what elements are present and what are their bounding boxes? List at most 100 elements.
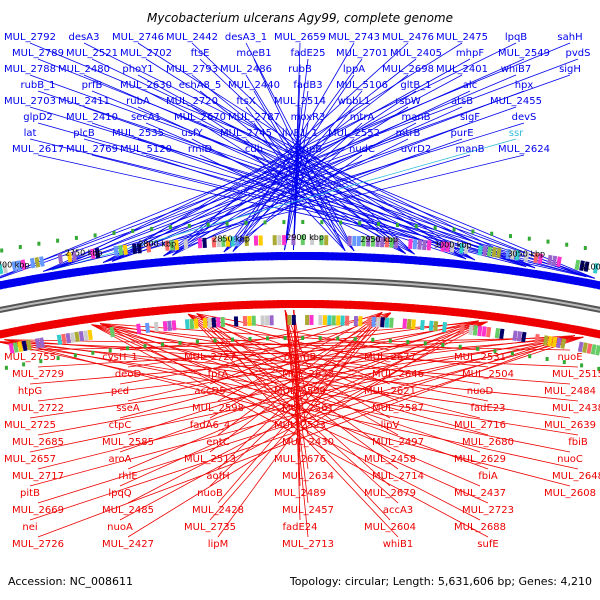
accession-text: Accession: NC_008611 — [8, 575, 133, 588]
bottom-gene-label: fbiB — [568, 437, 588, 448]
bottom-gene-label: MUL_2713 — [282, 539, 334, 550]
cog-block-reverse — [21, 340, 28, 352]
top-guide-line — [91, 58, 527, 267]
top-gene-label: MUL_2745 — [220, 128, 272, 139]
cog-block-reverse — [202, 317, 208, 329]
cog-block-reverse — [375, 317, 381, 328]
top-gene-label: atsB — [451, 96, 473, 107]
bottom-gene-label: htpG — [18, 386, 42, 397]
bottom-gene-label: nuoB — [197, 488, 223, 499]
bottom-gene-label: MUL_2680 — [462, 437, 514, 448]
marker-dot-outer — [358, 221, 362, 226]
top-gene-label: MUL_2789 — [12, 48, 64, 59]
bottom-guide-line — [196, 313, 391, 351]
cog-block-forward — [514, 249, 521, 261]
cog-block-forward — [174, 239, 179, 251]
top-gene-label: desA3_1 — [225, 32, 267, 43]
cog-block-reverse — [411, 319, 416, 330]
marker-dot-outer — [74, 235, 78, 240]
marker-dot-outer — [187, 223, 191, 228]
cog-block-reverse — [26, 339, 32, 351]
marker-dot-inner — [143, 344, 147, 349]
bottom-gene-label: MUL_2437 — [454, 488, 506, 499]
bottom-gene-label: accD5 — [194, 386, 225, 397]
top-guide-line — [29, 74, 595, 279]
bottom-guide-line — [37, 335, 575, 538]
feature-tracks — [0, 220, 600, 371]
marker-dot-outer — [377, 222, 380, 226]
tick-label: 2850 kbp — [212, 235, 250, 244]
cog-block-forward — [132, 243, 138, 254]
bottom-guide-line — [37, 335, 575, 368]
top-gene-label: MUL_2792 — [4, 32, 56, 43]
top-guide-line — [245, 138, 355, 252]
cog-block-forward — [282, 235, 287, 246]
bottom-gene-label: deoD — [115, 369, 142, 380]
top-gene-label: smpB — [294, 144, 322, 155]
kbp-ticks: 3100 kbp 3050 kbp 3000 kbp 2950 kbp 2900 kbp… — [0, 233, 600, 271]
bottom-gene-label: pmmB — [284, 352, 317, 363]
marker-dot-inner — [22, 362, 26, 367]
cog-block-reverse — [384, 317, 390, 328]
bottom-gene-label: cysH_1 — [102, 352, 138, 363]
cog-block-forward — [440, 241, 446, 252]
cog-block-reverse — [371, 316, 376, 327]
cog-block-reverse — [327, 315, 332, 326]
cog-block-forward — [20, 259, 27, 270]
top-guide-line — [43, 154, 525, 272]
cog-block-forward — [66, 251, 73, 263]
cog-block-forward — [459, 243, 465, 254]
top-gene-label: lppA — [343, 64, 365, 75]
cog-block-reverse — [305, 314, 310, 326]
top-gene-label: MUL_2659 — [274, 32, 326, 43]
marker-dot-outer — [282, 220, 286, 225]
bottom-gene-label: nuoE — [557, 352, 582, 363]
cog-block-reverse — [344, 315, 350, 326]
marker-dot-inner — [353, 337, 357, 341]
top-gene-label: MUL_2698 — [382, 64, 434, 75]
cog-block-forward — [90, 248, 96, 260]
cog-block-forward — [277, 235, 282, 246]
marker-dot-inner — [336, 336, 340, 341]
gene-labels: MUL_2792MUL_2789MUL_2788rubB_1MUL_2703gl… — [4, 32, 600, 550]
cog-block-reverse — [512, 330, 518, 341]
bottom-gene-label: MUL_2669 — [12, 505, 64, 516]
cog-block-forward — [183, 239, 189, 250]
cog-block-reverse — [8, 343, 15, 354]
marker-dot-outer — [490, 231, 494, 236]
top-gene-label: mtrB — [396, 128, 421, 139]
top-guide-line — [245, 106, 355, 252]
bottom-gene-label: rhlE — [118, 471, 137, 482]
bottom-gene-label: entC — [206, 437, 229, 448]
bottom-gene-label: MUL_2633 — [282, 369, 334, 380]
marker-dot-inner — [195, 339, 199, 344]
bottom-gene-label: MUL_2755 — [4, 352, 56, 363]
marker-dot-outer — [320, 220, 324, 225]
top-gene-label: desA3 — [69, 32, 100, 43]
marker-dot-inner — [266, 336, 269, 341]
top-gene-label: MUL_2769 — [66, 144, 118, 155]
tick-label: 3050 kbp — [507, 250, 545, 259]
cog-block-forward — [71, 251, 78, 262]
cog-block-reverse — [336, 315, 341, 326]
bottom-guide-line — [284, 310, 309, 538]
bottom-guide-line — [196, 313, 391, 385]
bottom-guide-line — [119, 321, 488, 351]
cog-block-forward — [169, 240, 175, 251]
top-gene-label: glpD2 — [23, 112, 53, 123]
cog-block-reverse — [406, 318, 412, 330]
bottom-guide-line — [187, 313, 399, 436]
cog-block-forward — [211, 237, 217, 248]
bottom-guide-line — [91, 324, 489, 402]
tick-label: 2900 kbp — [286, 233, 324, 242]
cog-block-reverse — [207, 317, 212, 328]
top-guide-line — [199, 58, 406, 254]
cog-block-reverse — [34, 338, 41, 349]
cog-block-reverse — [260, 315, 265, 326]
top-gene-label: rubB_1 — [20, 80, 55, 91]
cog-block-forward — [291, 234, 296, 246]
cog-block-reverse — [39, 337, 45, 348]
backbone-highlight — [0, 279, 600, 311]
bottom-gene-label: MUL_2639 — [544, 420, 596, 431]
